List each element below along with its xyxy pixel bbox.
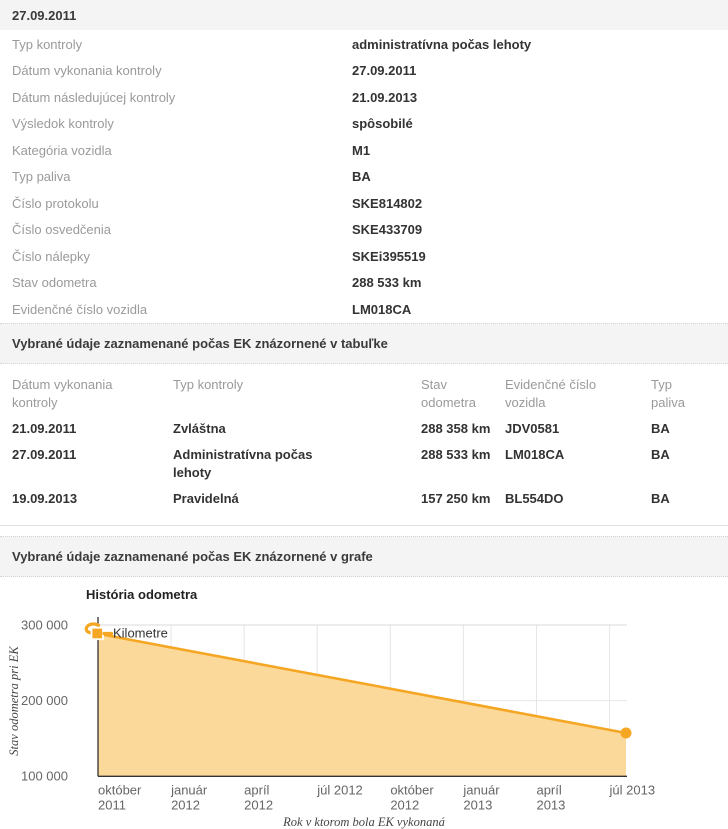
svg-text:100 000: 100 000 <box>21 768 68 783</box>
svg-text:2011: 2011 <box>98 797 126 812</box>
svg-text:Stav odometra pri EK: Stav odometra pri EK <box>7 645 21 755</box>
svg-text:október: október <box>98 782 142 797</box>
svg-text:2012: 2012 <box>390 797 419 812</box>
svg-text:2012: 2012 <box>171 797 200 812</box>
svg-text:január: január <box>462 782 500 797</box>
svg-text:apríl: apríl <box>244 782 269 797</box>
svg-text:2013: 2013 <box>463 797 492 812</box>
svg-text:200 000: 200 000 <box>21 693 68 708</box>
svg-text:Kilometre: Kilometre <box>113 625 168 640</box>
svg-text:2012: 2012 <box>244 797 273 812</box>
svg-text:júl 2013: júl 2013 <box>609 782 656 797</box>
svg-text:300 000: 300 000 <box>21 617 68 632</box>
svg-text:Rok v ktorom bola EK vykonaná: Rok v ktorom bola EK vykonaná <box>282 814 445 828</box>
svg-text:apríl: apríl <box>536 782 561 797</box>
svg-text:júl 2012: júl 2012 <box>316 782 363 797</box>
svg-text:2013: 2013 <box>536 797 565 812</box>
svg-text:január: január <box>170 782 208 797</box>
svg-text:október: október <box>390 782 434 797</box>
